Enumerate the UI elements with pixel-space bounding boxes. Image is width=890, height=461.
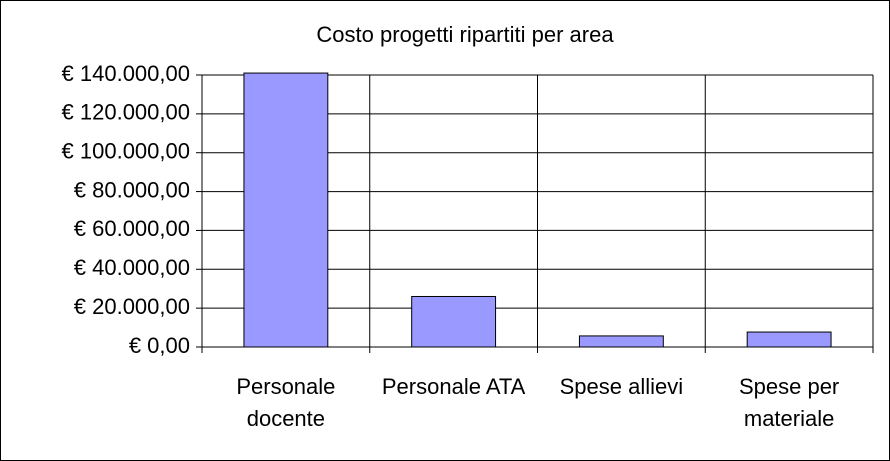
bar	[243, 72, 329, 348]
x-tick-label: Personale docente	[236, 374, 336, 431]
x-tick-label: Spese per materiale	[738, 374, 840, 431]
x-tick-label: Spese allievi	[559, 374, 684, 399]
chart-title: Costo progetti ripartiti per area	[316, 22, 614, 47]
y-tick-label: € 80.000,00	[74, 177, 190, 202]
y-tick-label: € 20.000,00	[74, 294, 190, 319]
bar	[746, 331, 832, 348]
y-tick-label: € 60.000,00	[74, 216, 190, 241]
y-tick-label: € 0,00	[129, 333, 190, 358]
y-tick-label: € 40.000,00	[74, 255, 190, 280]
bar	[578, 335, 664, 348]
bar	[411, 295, 497, 348]
y-tick-label: € 100.000,00	[62, 139, 190, 164]
y-tick-label: € 140.000,00	[62, 61, 190, 86]
y-tick-label: € 120.000,00	[62, 100, 190, 125]
x-tick-label: Personale ATA	[381, 374, 526, 399]
